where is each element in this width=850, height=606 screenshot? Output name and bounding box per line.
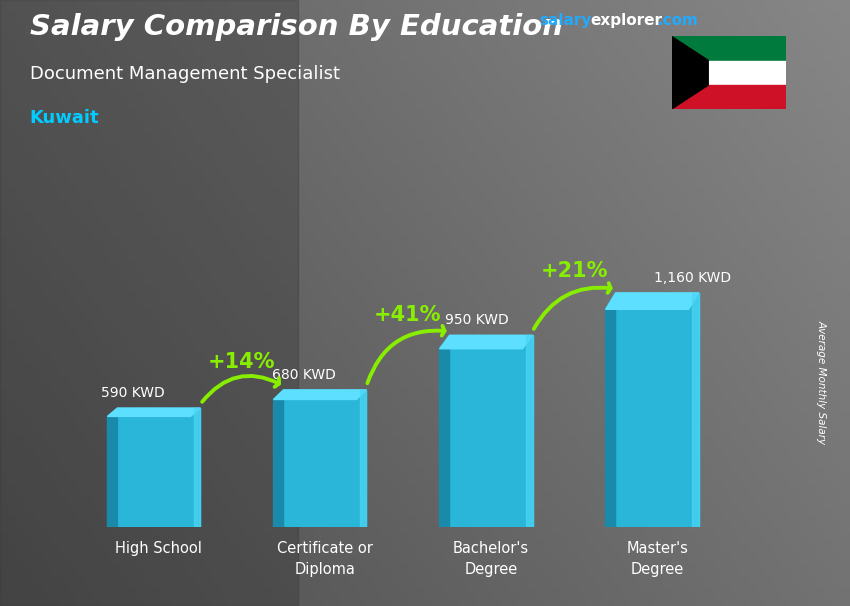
Bar (283, 390, 366, 527)
Polygon shape (107, 408, 201, 416)
Text: Average Monthly Salary: Average Monthly Salary (816, 320, 826, 444)
Text: 680 KWD: 680 KWD (272, 368, 336, 382)
Text: Salary Comparison By Education: Salary Comparison By Education (30, 13, 563, 41)
Bar (615, 293, 699, 527)
Text: +21%: +21% (541, 261, 608, 281)
Bar (526, 335, 533, 527)
Bar (194, 408, 201, 527)
Text: salary: salary (540, 13, 592, 28)
Bar (450, 335, 533, 527)
Polygon shape (672, 36, 708, 109)
Polygon shape (439, 335, 450, 527)
Text: Document Management Specialist: Document Management Specialist (30, 65, 340, 83)
Text: 950 KWD: 950 KWD (445, 313, 508, 327)
Bar (0, 0, 298, 606)
Bar (692, 293, 699, 527)
Text: .com: .com (658, 13, 699, 28)
Text: +41%: +41% (374, 305, 442, 325)
Text: explorer: explorer (590, 13, 662, 28)
Text: Kuwait: Kuwait (30, 109, 99, 127)
Polygon shape (274, 390, 283, 527)
Bar (672, 36, 786, 61)
Polygon shape (439, 335, 533, 349)
Polygon shape (274, 390, 366, 399)
Text: 1,160 KWD: 1,160 KWD (654, 271, 731, 285)
Polygon shape (107, 408, 117, 527)
Polygon shape (605, 293, 615, 527)
Text: +14%: +14% (208, 351, 275, 371)
Text: 590 KWD: 590 KWD (101, 386, 165, 400)
Bar (672, 61, 786, 85)
Bar (672, 85, 786, 109)
Polygon shape (605, 293, 699, 309)
Bar (117, 408, 201, 527)
Bar (360, 390, 366, 527)
